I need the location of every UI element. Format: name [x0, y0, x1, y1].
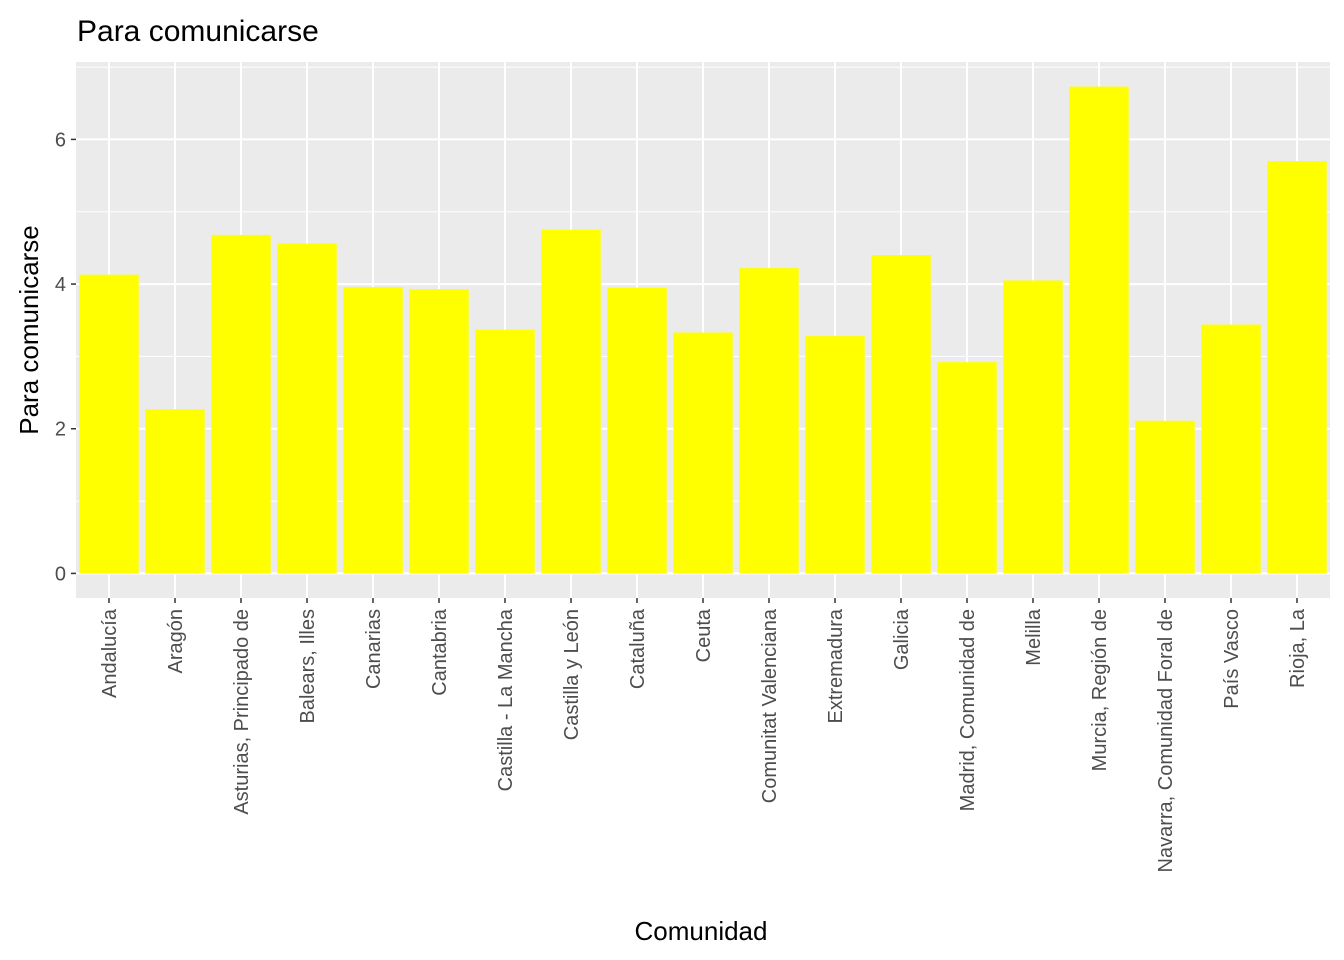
x-tick-label: Extremadura	[825, 608, 847, 723]
bar	[475, 329, 535, 574]
bar	[1267, 161, 1327, 574]
bar	[871, 255, 931, 574]
bar	[937, 362, 997, 574]
x-tick-label: Cantabria	[429, 608, 451, 696]
x-tick-label: País Vasco	[1221, 609, 1243, 709]
x-tick-label: Andalucía	[99, 608, 121, 698]
bars	[79, 86, 1327, 574]
bar	[1135, 420, 1195, 574]
bar	[1003, 280, 1063, 574]
x-tick-label: Cataluña	[627, 608, 649, 689]
x-tick-label: Melilla	[1023, 608, 1045, 666]
y-axis-ticks: 0 2 4 6	[55, 129, 76, 585]
y-tick-label: 6	[55, 129, 66, 151]
x-tick-label: Galicia	[891, 608, 913, 670]
x-tick-label: Castilla y León	[561, 609, 583, 740]
bar	[211, 234, 271, 574]
x-tick-label: Ceuta	[693, 608, 715, 662]
x-tick-label: Navarra, Comunidad Foral de	[1155, 609, 1177, 872]
bar	[277, 243, 337, 574]
x-tick-label: Balears, Illes	[297, 609, 319, 724]
x-axis-ticks: Andalucía Aragón Asturias, Principado de Ba…	[99, 598, 1309, 872]
bar	[79, 274, 139, 574]
x-tick-label: Asturias, Principado de	[231, 609, 253, 815]
bar	[739, 268, 799, 574]
x-tick-label: Aragón	[165, 609, 187, 674]
bar	[805, 336, 865, 574]
y-axis-title: Para comunicarse	[14, 225, 44, 435]
bar	[673, 332, 733, 574]
y-tick-label: 4	[55, 274, 66, 296]
x-tick-label: Castilla - La Mancha	[495, 608, 517, 791]
bar	[541, 229, 601, 574]
bar	[607, 287, 667, 574]
x-tick-label: Madrid, Comunidad de	[957, 609, 979, 811]
x-tick-label: Murcia, Región de	[1089, 609, 1111, 771]
x-axis-title: Comunidad	[635, 916, 768, 946]
x-tick-label: Comunitat Valenciana	[759, 608, 781, 803]
x-tick-label: Canarias	[363, 609, 385, 689]
bar	[1201, 324, 1261, 574]
bar	[1069, 86, 1129, 574]
y-tick-label: 2	[55, 419, 66, 441]
x-tick-label: Rioja, La	[1287, 608, 1309, 688]
y-tick-label: 0	[55, 563, 66, 585]
bar	[343, 286, 403, 574]
chart-title: Para comunicarse	[77, 15, 319, 48]
bar	[145, 409, 205, 574]
bar	[409, 289, 469, 574]
